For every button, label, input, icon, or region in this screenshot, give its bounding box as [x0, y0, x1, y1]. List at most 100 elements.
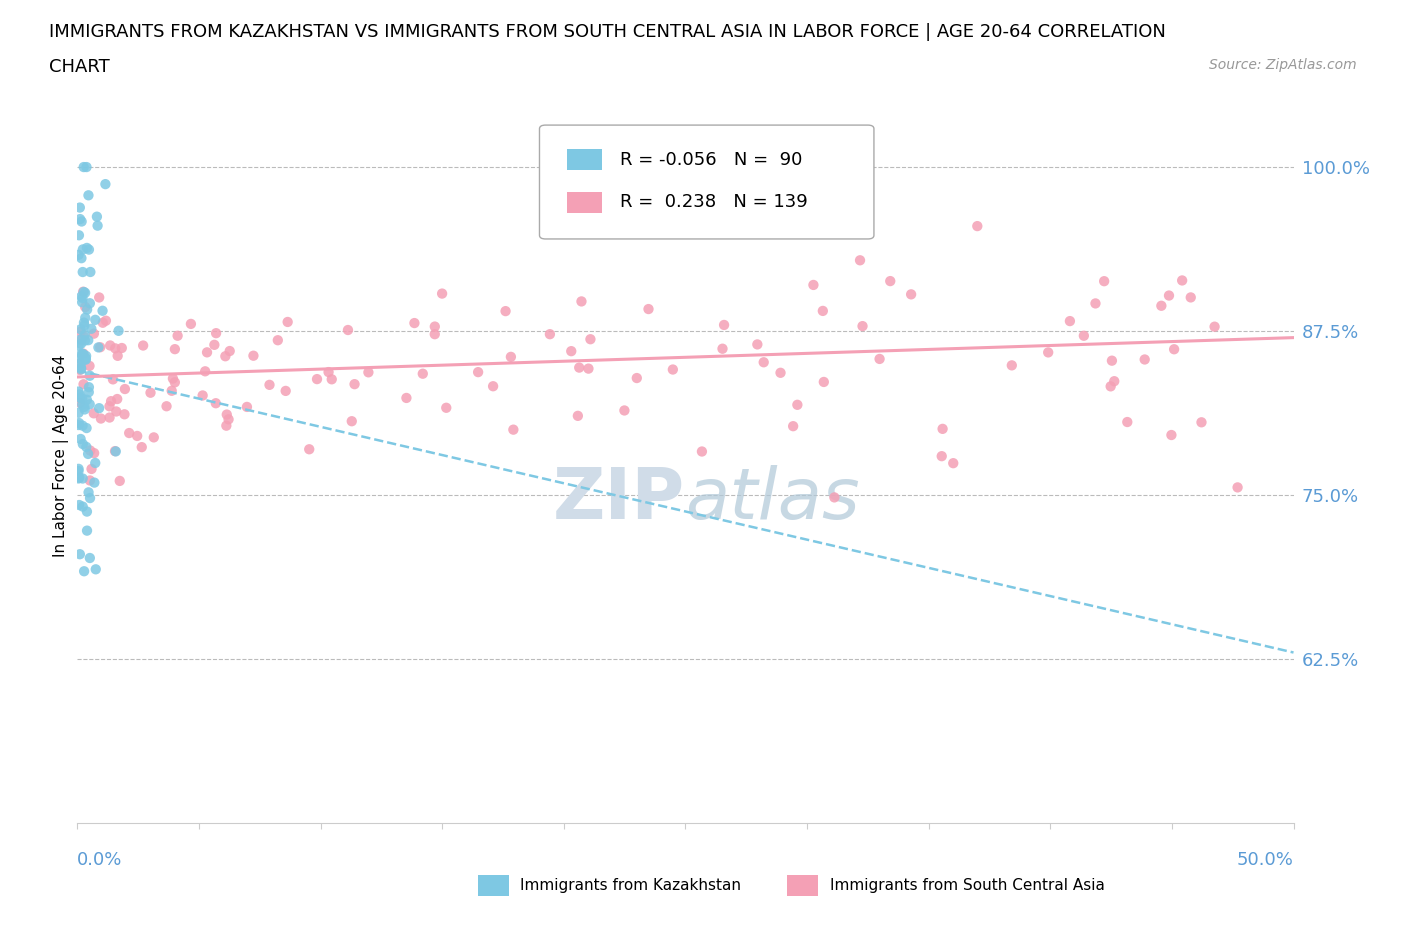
Point: [142, 430, 165, 445]
Point: [434, 400, 457, 415]
Point: [73, 285, 96, 299]
Point: [357, 365, 380, 379]
Point: [1116, 415, 1139, 430]
Point: [67, 461, 90, 476]
Point: [70, 346, 93, 361]
Point: [214, 349, 236, 364]
Point: [690, 444, 713, 458]
Point: [79, 491, 101, 506]
Point: [73, 333, 96, 348]
Point: [127, 429, 149, 444]
Point: [769, 365, 792, 380]
Point: [879, 273, 901, 288]
Point: [711, 341, 734, 356]
FancyBboxPatch shape: [568, 192, 602, 213]
Point: [823, 490, 845, 505]
Point: [1104, 374, 1126, 389]
Point: [75, 299, 97, 314]
Point: [72, 377, 94, 392]
Point: [579, 332, 602, 347]
Point: [69, 391, 91, 405]
Point: [423, 326, 446, 341]
Point: [851, 319, 873, 334]
Point: [626, 371, 648, 386]
Point: [98, 410, 121, 425]
Point: [70, 361, 93, 376]
Point: [72, 285, 94, 299]
Point: [321, 372, 343, 387]
Point: [160, 383, 183, 398]
Point: [72, 436, 94, 451]
Point: [77, 385, 100, 400]
Point: [578, 361, 600, 376]
Point: [70, 332, 93, 347]
Point: [76, 420, 98, 435]
Point: [343, 377, 366, 392]
Point: [430, 286, 453, 301]
Point: [94, 177, 117, 192]
Point: [70, 348, 93, 363]
Point: [786, 397, 808, 412]
Point: [942, 456, 965, 471]
Point: [813, 375, 835, 390]
Point: [67, 405, 90, 420]
Point: [118, 426, 141, 441]
Point: [76, 241, 98, 256]
Point: [101, 372, 124, 387]
Point: [772, 193, 794, 207]
Point: [111, 340, 134, 355]
Point: [69, 200, 91, 215]
Point: [83, 445, 105, 460]
Point: [204, 396, 226, 411]
Point: [1073, 328, 1095, 343]
Point: [69, 325, 91, 339]
Point: [70, 352, 93, 366]
Point: [100, 393, 122, 408]
Point: [1226, 480, 1249, 495]
Point: [79, 296, 101, 311]
Point: [67, 384, 90, 399]
Point: [107, 349, 129, 364]
Point: [79, 551, 101, 565]
Point: [73, 315, 96, 330]
Point: [571, 294, 593, 309]
Point: [67, 247, 90, 262]
Point: [195, 345, 218, 360]
Point: [803, 277, 825, 292]
Point: [105, 392, 128, 406]
Point: [70, 356, 93, 371]
Point: [849, 253, 872, 268]
Point: [752, 355, 775, 370]
Point: [70, 295, 93, 310]
Point: [77, 242, 100, 257]
Point: [1157, 288, 1180, 303]
Point: [72, 347, 94, 362]
Point: [75, 349, 97, 364]
Point: [90, 411, 112, 426]
Point: [215, 418, 238, 433]
Point: [79, 264, 101, 279]
Point: [69, 322, 91, 337]
Point: [166, 328, 188, 343]
Point: [277, 314, 299, 329]
Point: [79, 368, 101, 383]
Point: [114, 406, 136, 421]
Point: [242, 348, 264, 363]
FancyBboxPatch shape: [540, 126, 875, 239]
Point: [72, 242, 94, 257]
Point: [412, 366, 434, 381]
Point: [89, 290, 111, 305]
Point: [467, 365, 489, 379]
Point: [69, 356, 91, 371]
Point: [72, 472, 94, 486]
Point: [218, 412, 240, 427]
Point: [67, 339, 90, 353]
Point: [77, 333, 100, 348]
Point: [202, 338, 225, 352]
Point: [73, 329, 96, 344]
Point: [194, 364, 217, 379]
Point: [1180, 290, 1202, 305]
Point: [132, 339, 155, 353]
Point: [76, 160, 98, 175]
Point: [560, 344, 582, 359]
